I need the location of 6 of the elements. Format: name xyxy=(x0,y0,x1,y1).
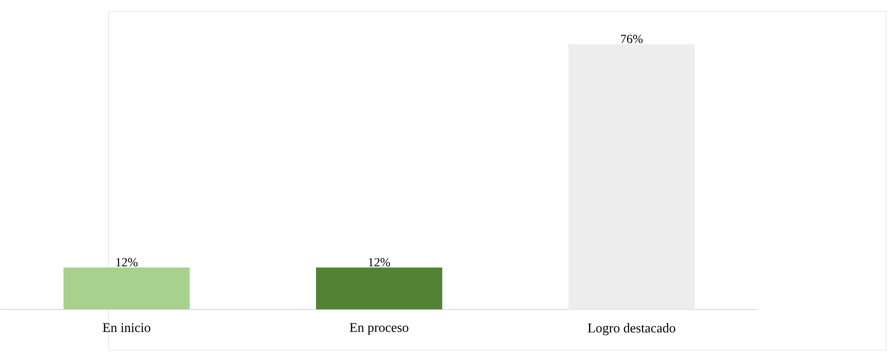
data-label: 12% xyxy=(368,258,390,266)
data-label: 76% xyxy=(621,34,643,43)
data-label: 12% xyxy=(116,258,138,266)
x-tick-label: En inicio xyxy=(102,322,150,332)
x-tick-label: En proceso xyxy=(350,322,408,335)
x-tick-label: Logro destacado xyxy=(588,322,676,336)
